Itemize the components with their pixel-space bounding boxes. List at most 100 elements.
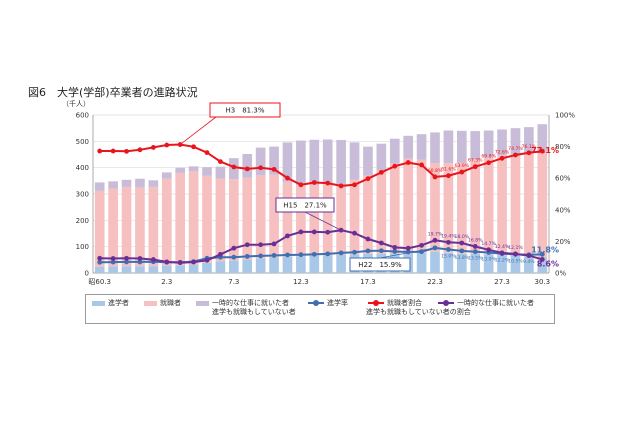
point-shushoku-wariai — [405, 160, 411, 165]
point-other-wariai — [352, 230, 357, 236]
data-label: 16.8% — [468, 237, 483, 243]
data-label: 12.2% — [495, 258, 510, 264]
bar-shingakusha — [121, 266, 132, 273]
y-tick-label-left: 200 — [76, 217, 89, 225]
y-tick-label-right: 100% — [555, 112, 575, 120]
point-shingakuritsu — [285, 252, 290, 258]
y-tick-label-left: 500 — [76, 138, 89, 146]
point-shushoku-wariai — [298, 182, 304, 188]
x-tick-label: 17.3 — [360, 278, 376, 286]
bar-other — [296, 140, 306, 186]
bar-shingakusha — [537, 257, 548, 273]
point-shushoku-wariai — [365, 176, 371, 182]
bar-shushokusha — [148, 186, 159, 267]
point-other-wariai — [392, 245, 398, 250]
bar-shingakusha — [443, 252, 454, 273]
bar-shushokusha — [376, 170, 387, 254]
data-label: 69.8% — [481, 154, 496, 160]
point-other-wariai — [311, 229, 317, 235]
bar-other — [215, 166, 226, 179]
bar-shushokusha — [269, 174, 279, 258]
legend-item-shushokusha: 就職者 — [144, 299, 181, 308]
data-label: 76.1% — [522, 144, 537, 150]
x-tick-label: 12.3 — [293, 278, 309, 286]
point-shingakuritsu — [325, 251, 331, 257]
bar-shushokusha — [282, 181, 293, 257]
x-tick-label: 7.3 — [228, 278, 239, 286]
bar-shingakusha — [497, 255, 507, 273]
x-tick-label: 22.3 — [427, 278, 443, 286]
y-tick-label-right: 20% — [555, 238, 571, 246]
y-tick-label-left: 300 — [76, 191, 89, 199]
y-axis-unit: （千人） — [62, 99, 90, 108]
point-shingakuritsu — [97, 259, 103, 265]
legend-swatch-other — [196, 300, 209, 306]
data-label: 63.9% — [455, 163, 470, 169]
legend-marker-other-wariai — [438, 300, 454, 306]
bar-shushokusha — [336, 184, 346, 255]
bar-other — [403, 135, 414, 159]
bar-other — [363, 146, 373, 176]
point-other-wariai — [285, 233, 290, 239]
point-other-wariai — [218, 251, 223, 257]
bar-other — [202, 167, 212, 176]
point-shingakuritsu — [338, 250, 344, 256]
point-shushoku-wariai — [446, 173, 451, 179]
bar-shushokusha — [255, 175, 266, 259]
point-shingakuritsu — [446, 247, 451, 252]
bar-other — [94, 182, 105, 191]
bar-other — [322, 139, 333, 183]
data-label: 18.0% — [455, 234, 470, 240]
bar-shushokusha — [403, 158, 414, 254]
point-shushoku-wariai — [285, 175, 290, 181]
point-shingakuritsu — [231, 254, 237, 260]
y-tick-label-right: 80% — [555, 143, 571, 151]
bar-other — [416, 134, 427, 160]
point-shushoku-wariai — [499, 155, 505, 161]
point-other-wariai — [486, 247, 492, 253]
point-shushoku-wariai — [110, 148, 116, 154]
bar-other — [336, 140, 346, 185]
bar-other — [135, 178, 145, 188]
point-shushoku-wariai — [486, 160, 492, 166]
bar-shushokusha — [363, 175, 373, 254]
bar-other — [497, 129, 507, 156]
point-other-wariai — [499, 250, 505, 256]
callout-pointer — [179, 116, 217, 145]
bar-shingakusha — [416, 252, 427, 273]
x-tick-label: 2.3 — [161, 278, 172, 286]
bar-shushokusha — [443, 163, 454, 253]
data-label: 12.4% — [495, 244, 510, 250]
bar-shingakusha — [470, 253, 481, 273]
legend-item-other-wariai: 一時的な仕事に就いた者 進学も就職もしていない者の割合 — [366, 299, 534, 317]
data-label: 9.4% — [523, 259, 535, 265]
legend-item-shushoku-wariai: 就職者割合 — [368, 299, 422, 308]
point-shushoku-wariai — [231, 164, 237, 170]
data-label: 72.6% — [495, 149, 510, 155]
bar-shushokusha — [215, 178, 226, 262]
bar-other — [269, 146, 279, 175]
legend-label-shushokusha: 就職者 — [160, 299, 181, 307]
bar-other — [282, 142, 293, 182]
bar-other — [483, 130, 494, 158]
point-shingakuritsu — [271, 253, 277, 258]
callout-label: H15 27.1% — [283, 202, 327, 210]
x-tick-label: 27.3 — [494, 278, 510, 286]
bar-other — [470, 131, 481, 160]
bar-shushokusha — [242, 177, 253, 260]
point-other-wariai — [378, 240, 384, 246]
point-shushoku-wariai — [378, 169, 384, 175]
bar-shingakusha — [336, 254, 346, 273]
point-shushoku-wariai — [124, 148, 129, 154]
data-label: 13.0% — [481, 256, 496, 262]
point-other-wariai — [97, 255, 103, 261]
point-shushoku-wariai — [526, 150, 532, 156]
bar-shushokusha — [309, 185, 320, 256]
bar-shingakusha — [242, 259, 253, 273]
legend-label-shushoku-wariai: 就職者割合 — [387, 299, 422, 307]
point-shushoku-wariai — [419, 162, 424, 168]
bar-shushokusha — [322, 182, 333, 256]
bar-shingakusha — [202, 262, 212, 273]
bar-shingakusha — [524, 256, 534, 273]
point-shushoku-wariai — [459, 169, 465, 175]
